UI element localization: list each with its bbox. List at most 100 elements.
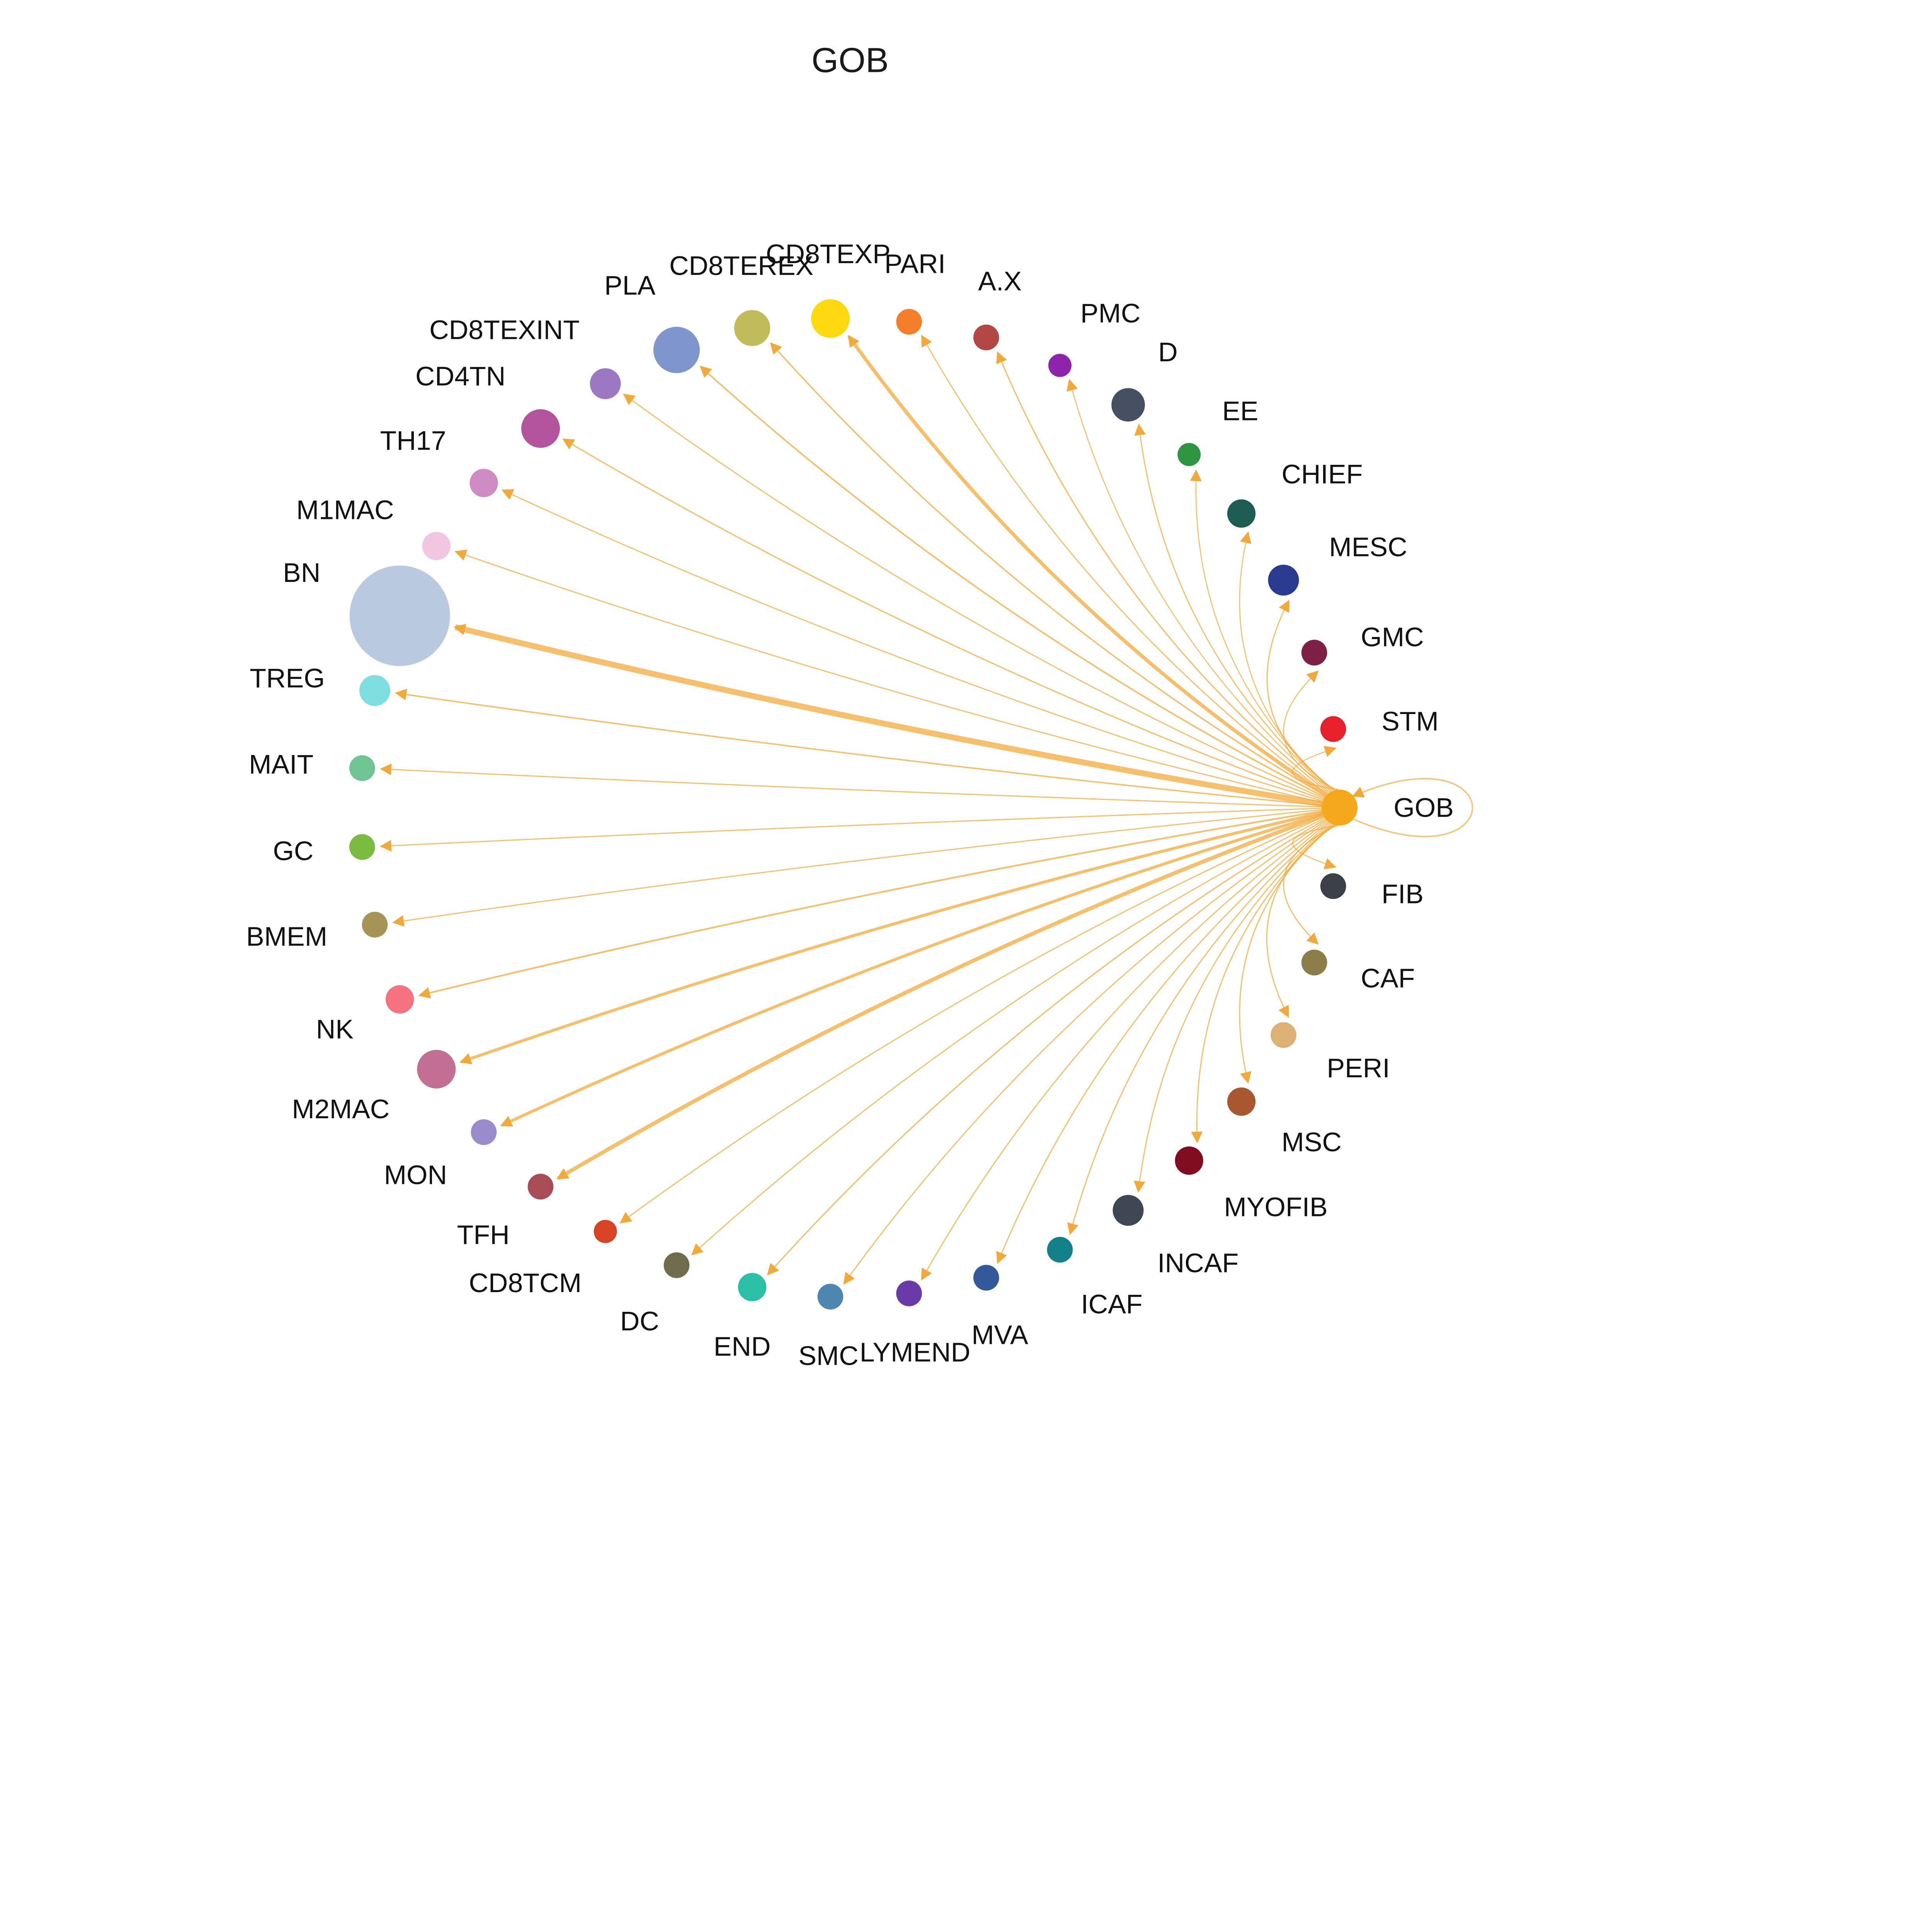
node-label-M2MAC: M2MAC bbox=[292, 1094, 390, 1124]
edge-GOB-to-M1MAC bbox=[454, 549, 1323, 803]
node-label-DC: DC bbox=[620, 1306, 659, 1336]
node-MYOFIB bbox=[1175, 1146, 1203, 1175]
node-BN bbox=[349, 565, 450, 666]
edge-GOB-to-LYMEND bbox=[921, 820, 1328, 1281]
node-LYMEND bbox=[896, 1281, 922, 1306]
node-label-ICAF: ICAF bbox=[1081, 1289, 1142, 1319]
edge-GOB-to-PLA bbox=[699, 366, 1325, 798]
edge-GOB-to-PERI bbox=[1266, 825, 1336, 1018]
edge-GOB-to-INCAF bbox=[1134, 823, 1332, 1193]
node-label-CD8TEXP: CD8TEXP bbox=[766, 239, 891, 269]
edge-GOB-to-MSC bbox=[1239, 824, 1334, 1084]
node-label-M1MAC: M1MAC bbox=[296, 495, 394, 525]
node-PERI bbox=[1270, 1022, 1296, 1048]
edge-GOB-to-GC bbox=[379, 808, 1322, 852]
node-MVA bbox=[973, 1265, 999, 1291]
node-label-CHIEF: CHIEF bbox=[1282, 459, 1363, 489]
edge-GOB-to-SMC bbox=[843, 820, 1327, 1285]
edge-GOB-to-ICAF bbox=[1067, 822, 1330, 1235]
node-INCAF bbox=[1112, 1195, 1144, 1226]
node-PARI bbox=[896, 309, 922, 335]
edge-GOB-to-MVA bbox=[996, 821, 1329, 1264]
node-label-CD8TEXINT: CD8TEXINT bbox=[429, 315, 580, 345]
chart-title: GOB bbox=[811, 41, 889, 80]
node-label-NK: NK bbox=[316, 1014, 354, 1044]
edge-GOB-to-CHIEF bbox=[1239, 531, 1334, 791]
node-label-PMC: PMC bbox=[1080, 298, 1141, 328]
node-label-EE: EE bbox=[1222, 396, 1258, 426]
edge-GOB-to-CD8TCM bbox=[619, 816, 1324, 1224]
edge-GOB-to-DC bbox=[691, 817, 1325, 1256]
node-label-END: END bbox=[714, 1332, 771, 1362]
node-PMC bbox=[1048, 354, 1071, 377]
label-group: GOBSTMGMCMESCCHIEFEEDPMCA.XPARICD8TEXPCD… bbox=[246, 239, 1454, 1371]
edge-group bbox=[379, 335, 1473, 1285]
node-label-GMC: GMC bbox=[1361, 622, 1424, 652]
node-label-MVA: MVA bbox=[971, 1320, 1028, 1350]
edge-GOB-to-END bbox=[767, 818, 1326, 1276]
edge-GOB-to-TFH bbox=[556, 813, 1324, 1180]
node-STM bbox=[1320, 716, 1346, 742]
node-A.X bbox=[973, 325, 999, 350]
node-CAF bbox=[1301, 949, 1327, 976]
node-M2MAC bbox=[417, 1050, 456, 1088]
node-GMC bbox=[1301, 639, 1327, 666]
node-CHIEF bbox=[1227, 499, 1256, 528]
node-ICAF bbox=[1047, 1237, 1073, 1263]
edge-GOB-to-CD8TEXP bbox=[847, 335, 1328, 797]
edge-GOB-to-BMEM bbox=[392, 809, 1322, 927]
edge-GOB-to-BN bbox=[453, 624, 1323, 807]
node-MSC bbox=[1227, 1087, 1256, 1116]
node-CD8TEREX bbox=[734, 310, 770, 346]
edge-GOB-to-MAIT bbox=[379, 764, 1322, 808]
node-M1MAC bbox=[422, 532, 451, 560]
edge-GOB-self-loop bbox=[1352, 778, 1473, 837]
node-label-FIB: FIB bbox=[1381, 879, 1423, 909]
node-MESC bbox=[1268, 565, 1299, 596]
node-label-TFH: TFH bbox=[457, 1220, 510, 1250]
edge-GOB-to-PMC bbox=[1066, 379, 1330, 793]
node-label-SMC: SMC bbox=[798, 1341, 859, 1371]
node-label-PLA: PLA bbox=[604, 270, 656, 300]
edge-GOB-to-EE bbox=[1190, 469, 1333, 791]
node-MAIT bbox=[349, 755, 375, 781]
node-label-CD8TCM: CD8TCM bbox=[469, 1268, 582, 1298]
node-D bbox=[1111, 388, 1145, 422]
node-label-MYOFIB: MYOFIB bbox=[1224, 1192, 1328, 1222]
edge-GOB-to-FIB bbox=[1292, 825, 1338, 869]
node-label-MSC: MSC bbox=[1282, 1127, 1342, 1157]
node-label-CD8TEREX: CD8TEREX bbox=[669, 251, 813, 281]
node-label-PERI: PERI bbox=[1327, 1053, 1390, 1083]
edge-GOB-to-CD4TN bbox=[562, 439, 1324, 801]
edge-GOB-to-TREG bbox=[395, 689, 1322, 806]
node-label-CAF: CAF bbox=[1361, 963, 1415, 993]
node-CD8TCM bbox=[594, 1220, 617, 1243]
node-label-GC: GC bbox=[273, 836, 313, 866]
edge-GOB-to-CAF bbox=[1283, 825, 1337, 945]
node-label-D: D bbox=[1158, 337, 1178, 367]
node-label-CD4TN: CD4TN bbox=[415, 361, 505, 391]
node-CD8TEXP bbox=[811, 299, 850, 338]
node-BMEM bbox=[362, 912, 388, 938]
node-GOB bbox=[1321, 789, 1358, 826]
node-GC bbox=[349, 834, 375, 860]
node-PLA bbox=[653, 327, 700, 373]
node-label-TH17: TH17 bbox=[380, 425, 446, 456]
node-SMC bbox=[817, 1284, 844, 1310]
node-label-INCAF: INCAF bbox=[1157, 1248, 1238, 1278]
edge-GOB-to-M2MAC bbox=[459, 811, 1323, 1065]
edge-GOB-to-D bbox=[1134, 423, 1332, 792]
node-END bbox=[738, 1273, 767, 1301]
node-label-LYMEND: LYMEND bbox=[860, 1337, 971, 1367]
node-CD4TN bbox=[521, 409, 560, 448]
node-label-TREG: TREG bbox=[250, 663, 325, 693]
node-EE bbox=[1177, 443, 1201, 466]
node-label-MESC: MESC bbox=[1329, 532, 1407, 562]
node-TFH bbox=[527, 1173, 554, 1200]
node-DC bbox=[663, 1252, 690, 1278]
node-label-BN: BN bbox=[283, 558, 320, 588]
node-CD8TEXINT bbox=[590, 368, 621, 399]
node-label-GOB: GOB bbox=[1394, 793, 1454, 823]
